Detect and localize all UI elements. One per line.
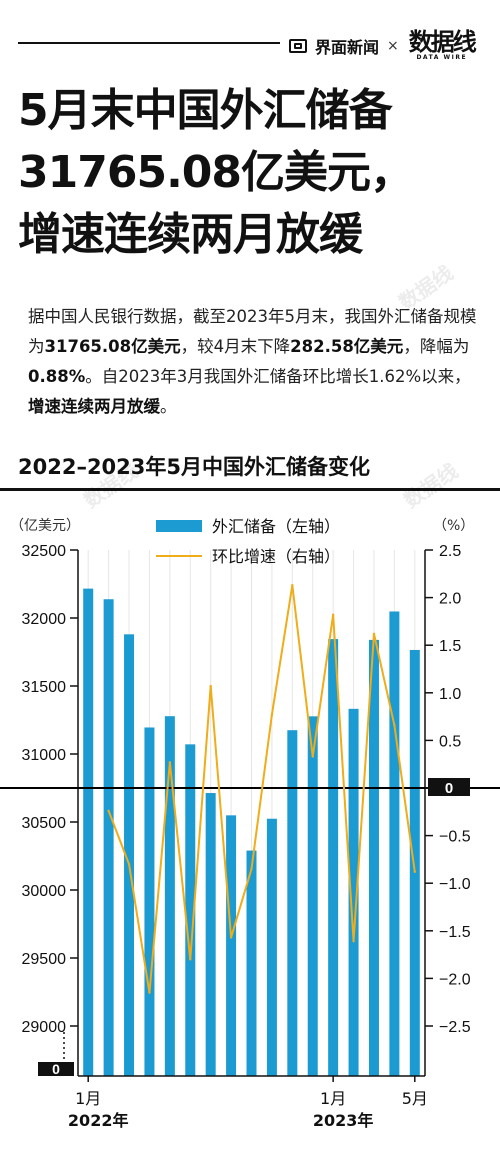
growth-rate-line xyxy=(107,585,416,993)
left-tick-label: 30500 xyxy=(22,815,67,832)
right-tick-label: −1.5 xyxy=(439,924,471,941)
left-tick-label: 32000 xyxy=(22,611,67,628)
intro-text-5: 。 xyxy=(160,397,177,416)
left-tick-label: 32500 xyxy=(22,543,67,560)
bar xyxy=(83,588,94,1076)
intro-text-3: ，降幅为 xyxy=(403,337,470,356)
left-tick-label: 31000 xyxy=(22,747,67,764)
right-tick-label: 2.0 xyxy=(439,591,461,608)
datawire-logo-en: DATA WIRE xyxy=(416,54,468,61)
growth-rate-point xyxy=(148,991,151,994)
growth-rate-point xyxy=(229,936,233,939)
x-year-label: 2023年 xyxy=(313,1111,374,1130)
bar xyxy=(246,850,257,1076)
right-tick-label: 1.5 xyxy=(439,638,461,655)
left-tick-label: 29000 xyxy=(22,1019,67,1036)
intro-bold-2: 282.58亿美元 xyxy=(290,337,404,356)
right-tick-label: 2.5 xyxy=(439,543,461,560)
bar xyxy=(124,634,135,1076)
right-unit-label: （%） xyxy=(433,518,474,534)
legend-bar-swatch xyxy=(156,520,202,532)
growth-rate-point xyxy=(372,632,376,635)
legend-line-label: 环比增速（右轴） xyxy=(212,547,340,566)
bar xyxy=(205,793,216,1076)
bar xyxy=(368,639,379,1076)
left-unit-label: （亿美元） xyxy=(10,518,80,534)
intro-paragraph: 据中国人民银行数据，截至2023年5月末，我国外汇储备规模为31765.08亿美… xyxy=(28,302,480,422)
bar xyxy=(226,815,237,1076)
right-tick-label: 0 xyxy=(445,780,453,797)
right-tick-label: −2.5 xyxy=(439,1019,471,1036)
reserves-chart: 29000 29500 30000 30500 31000 31500 32000 32500… xyxy=(0,517,500,1130)
growth-rate-point xyxy=(127,862,131,866)
chart-title-rule xyxy=(0,488,500,491)
x-tick-label: 1月 xyxy=(320,1089,346,1108)
bar xyxy=(389,611,400,1076)
growth-rate-point xyxy=(168,761,172,764)
growth-rate-point xyxy=(270,713,274,716)
x-tick-label: 5月 xyxy=(402,1089,428,1108)
growth-rate-point xyxy=(107,809,110,813)
intro-text-4: 。自2023年3月我国外汇储备环比增长1.62%以来， xyxy=(85,367,471,386)
headline: 5月末中国外汇储备 31765.08亿美元， 增速连续两月放缓 xyxy=(18,80,488,266)
bar xyxy=(328,639,339,1076)
header-brand: 界面新闻 × 数据线 DATA WIRE xyxy=(289,27,477,62)
jiemian-logo-icon xyxy=(289,38,307,53)
left-tick-label: 30000 xyxy=(22,883,67,900)
chart-title: 2022–2023年5月中国外汇储备变化 xyxy=(18,455,371,479)
bar xyxy=(287,730,298,1076)
intro-bold-3: 0.88% xyxy=(28,367,86,386)
intro-bold-4: 增速连续两月放缓 xyxy=(28,397,160,416)
headline-line-2: 31765.08亿美元， xyxy=(18,147,414,198)
bar xyxy=(103,599,114,1076)
intro-text-2: ，较4月末下降 xyxy=(180,337,291,356)
bar xyxy=(164,716,175,1076)
brand-separator: × xyxy=(387,37,399,54)
left-zero-label: 0 xyxy=(52,1061,60,1077)
datawire-logo-text: 数据线 xyxy=(408,27,477,56)
right-tick-label: −2.0 xyxy=(439,971,471,988)
growth-rate-point xyxy=(291,584,294,587)
headline-line-1: 5月末中国外汇储备 xyxy=(18,85,393,136)
bar xyxy=(266,818,277,1076)
bar xyxy=(409,649,420,1076)
growth-rate-point xyxy=(250,867,253,871)
x-tick-label: 1月 xyxy=(75,1089,101,1108)
datawire-logo: 数据线 DATA WIRE xyxy=(408,27,477,62)
left-zero-box xyxy=(38,1062,74,1076)
growth-rate-point xyxy=(413,870,416,873)
intro-text-1: 据中国人民银行数据，截至2023年5月末，我国外汇储备规模为 xyxy=(28,307,477,356)
bar xyxy=(185,744,196,1076)
bar xyxy=(144,727,155,1076)
growth-rate-point xyxy=(189,958,192,961)
left-tick-label: 31500 xyxy=(22,679,67,696)
right-tick-label: 0.5 xyxy=(439,733,461,750)
header-rule xyxy=(18,42,280,44)
growth-rate-point xyxy=(393,723,396,727)
growth-rate-point xyxy=(311,755,314,758)
x-year-label: 2022年 xyxy=(68,1111,129,1130)
bar xyxy=(348,708,359,1076)
right-zero-box xyxy=(428,778,470,796)
right-tick-label: −0.5 xyxy=(439,829,471,846)
brand-name: 界面新闻 xyxy=(315,37,380,57)
headline-line-3: 增速连续两月放缓 xyxy=(18,209,363,260)
right-tick-label: −1.0 xyxy=(439,876,471,893)
intro-bold-1: 31765.08亿美元 xyxy=(44,337,181,356)
left-tick-label: 29500 xyxy=(22,951,67,968)
legend-bar-label: 外汇储备（左轴） xyxy=(212,517,340,536)
bar xyxy=(307,716,318,1076)
growth-rate-point xyxy=(352,940,355,943)
growth-rate-point xyxy=(209,684,212,688)
growth-rate-point xyxy=(331,613,335,616)
right-tick-label: 1.0 xyxy=(439,686,461,703)
